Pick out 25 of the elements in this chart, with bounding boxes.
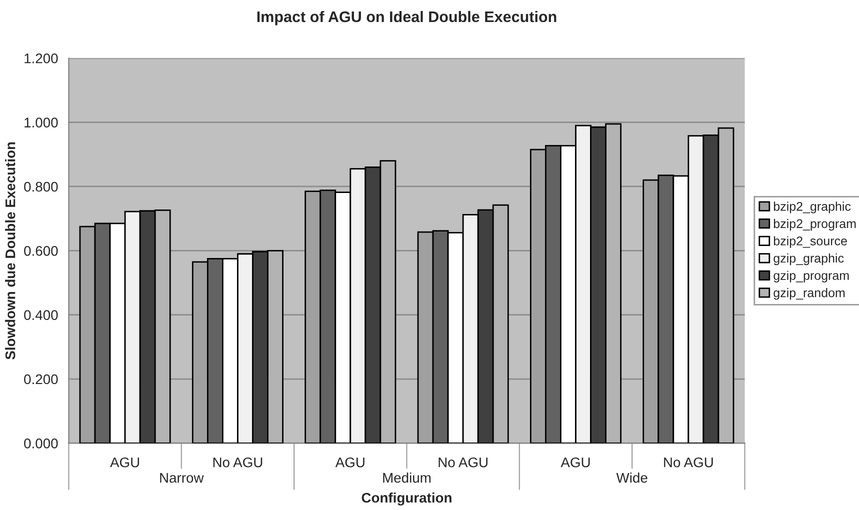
x-tick-label: No AGU <box>213 457 262 468</box>
chart-title: Impact of AGU on Ideal Double Execution <box>257 10 556 26</box>
text: Narrow <box>160 473 204 483</box>
y-tick-label: 1.200 <box>24 53 58 64</box>
legend-label: bzip2_source <box>774 236 847 248</box>
x-tick-label: AGU <box>560 457 590 468</box>
y-tick-label: 0.600 <box>24 246 58 256</box>
y-axis-title: Slowdown due Double Execution <box>5 142 16 360</box>
x-axis-title: Configuration <box>362 492 452 506</box>
text: Medium <box>383 472 431 483</box>
y-tick-label: 0.000 <box>24 438 58 448</box>
x-tick-label: AGU <box>335 457 364 468</box>
legend-label: gzip_graphic <box>774 253 844 266</box>
text: Wide <box>616 472 648 483</box>
legend-label: bzip2_program <box>774 218 856 231</box>
y-tick-label: 0.200 <box>24 374 58 384</box>
x-tick-label: No AGU <box>664 457 713 468</box>
legend-label: bzip2_graphic <box>774 202 851 214</box>
y-tick-label: 1.000 <box>24 118 58 128</box>
y-tick-label: 0.400 <box>24 310 58 320</box>
y-tick-label: 0.800 <box>24 182 58 192</box>
x-tick-label: No AGU <box>438 457 488 468</box>
legend-label: gzip_program <box>774 270 849 282</box>
x-tick-label: AGU <box>110 457 140 468</box>
legend-label: gzip_random <box>774 288 845 300</box>
